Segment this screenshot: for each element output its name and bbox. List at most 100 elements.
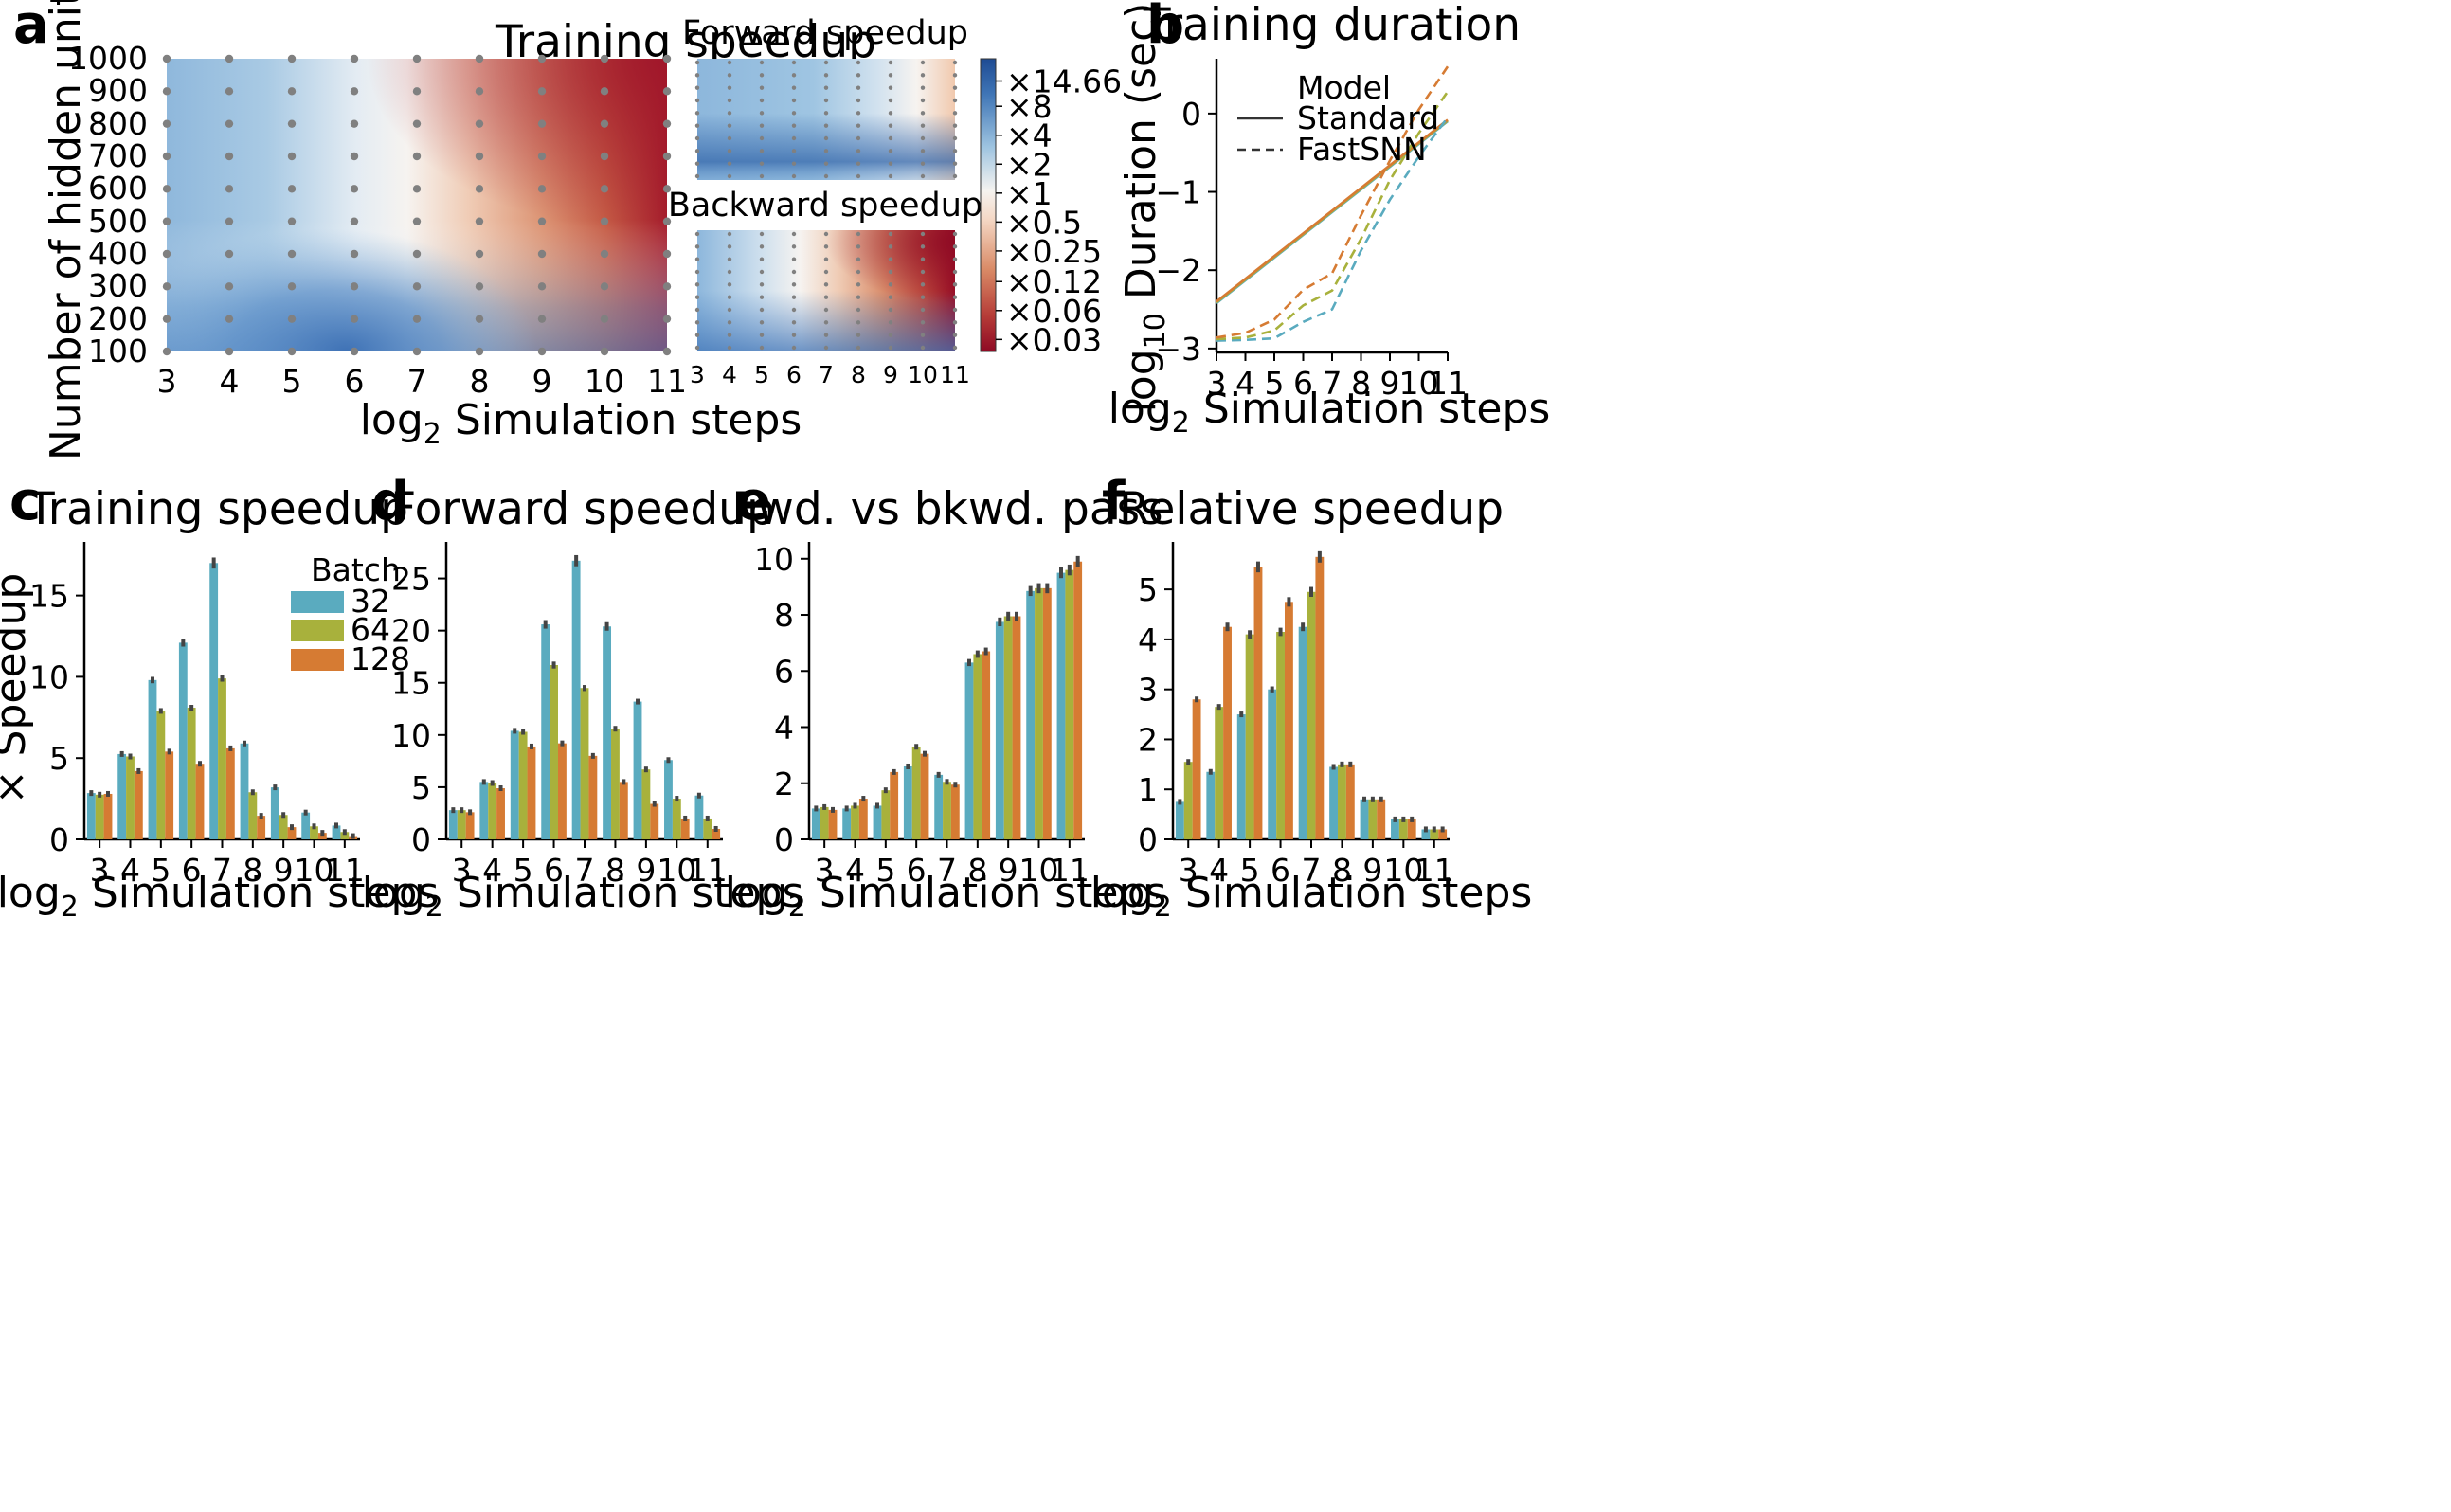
grid-point-8-1000 (475, 54, 484, 63)
forward-point-9-9 (888, 173, 893, 179)
forward-point-7-1 (823, 73, 829, 78)
line-chart-xtick-9: 9 (1380, 365, 1400, 402)
bar-d-6-batch-64 (550, 665, 558, 839)
grid-point-5-100 (287, 347, 297, 356)
panel-letter-f: f (1102, 471, 1126, 532)
colorbar-tick-1: ×8 (1006, 88, 1053, 125)
bar-e-7-batch-128 (950, 784, 960, 839)
bar-d-8-batch-128 (619, 782, 628, 839)
backward-point-8-2 (856, 257, 861, 261)
backward-point-10-3 (920, 269, 926, 275)
bar-d-6-batch-128 (557, 743, 567, 839)
backward-point-11-6 (952, 307, 958, 313)
forward-point-9-5 (888, 123, 893, 128)
grid-point-4-500 (225, 217, 234, 225)
bar-c-4-batch-32 (117, 753, 127, 839)
bar-d-5-batch-32 (510, 730, 519, 839)
forward-point-6-9 (791, 173, 797, 179)
bar-e-ytick-6: 6 (774, 653, 794, 690)
grid-point-8-400 (475, 249, 484, 259)
colorbar-tick-6: ×0.25 (1006, 233, 1102, 270)
forward-point-7-4 (823, 111, 829, 116)
forward-point-3-2 (694, 85, 700, 90)
line-chart-xtick-3: 3 (1207, 365, 1227, 402)
forward-point-8-3 (856, 98, 861, 103)
grid-point-4-800 (225, 119, 234, 128)
forward-point-11-9 (952, 173, 958, 179)
xtick-10: 10 (585, 363, 624, 400)
forward-point-5-2 (759, 85, 765, 90)
grid-point-4-900 (225, 87, 234, 96)
bar-f-10-batch-32 (1391, 819, 1399, 839)
grid-point-8-900 (475, 87, 484, 96)
bar-f-ytick-0: 0 (1138, 821, 1158, 858)
line-chart-ytick-1: −1 (1155, 174, 1201, 211)
bar-e-6-batch-128 (920, 753, 929, 839)
backward-point-5-4 (759, 282, 765, 287)
backward-point-4-8 (727, 333, 732, 337)
forward-point-3-0 (694, 60, 700, 65)
bar-f-xtick-4: 4 (1209, 852, 1229, 889)
forward-point-5-4 (759, 111, 765, 116)
forward-point-8-6 (856, 135, 861, 141)
backward-point-7-0 (823, 231, 829, 237)
grid-point-8-500 (475, 217, 484, 225)
legend-standard-label: Standard (1297, 99, 1439, 136)
bar-c-7-batch-128 (225, 747, 235, 839)
grid-point-11-500 (662, 217, 672, 225)
grid-point-3-500 (162, 217, 171, 225)
bar-d-10-batch-64 (672, 799, 681, 839)
bar-f-9-batch-64 (1368, 799, 1378, 839)
bar-chart-c-title: Training speedup (27, 483, 408, 535)
bar-c-10-batch-64 (310, 826, 318, 839)
bar-c-ytick-10: 10 (29, 658, 69, 695)
backward-point-7-2 (823, 257, 829, 261)
bar-e-6-batch-32 (903, 765, 912, 839)
heatmap-main-xticks: 3 4 5 6 7 8 9 10 11 (157, 363, 688, 400)
bar-d-11-batch-32 (694, 795, 704, 839)
backward-point-6-4 (791, 282, 797, 287)
bar-d-xtick-6: 6 (544, 852, 564, 889)
bar-e-4-batch-64 (851, 805, 859, 839)
bar-e-xtick-9: 9 (999, 852, 1018, 889)
bar-chart-f-xlabel: log2 Simulation steps (1090, 869, 1533, 924)
heatmap-backward-grid-points (694, 231, 958, 351)
heatmap-main-ylabel: Number of hidden units (42, 0, 90, 460)
backward-point-3-1 (694, 244, 700, 249)
backward-point-10-0 (920, 231, 926, 237)
backward-point-7-4 (823, 282, 829, 287)
bar-f-3-batch-32 (1175, 801, 1184, 839)
legend-batch-128-swatch (291, 649, 344, 671)
bar-d-ytick-10: 10 (391, 717, 431, 754)
backward-point-8-4 (856, 282, 861, 287)
grid-point-9-700 (537, 152, 547, 161)
legend-fastsnn-label: FastSNN (1297, 131, 1427, 168)
forward-point-4-9 (727, 173, 732, 179)
bar-chart-d-title: Forward speedup (390, 483, 775, 535)
backward-point-11-7 (952, 320, 958, 325)
grid-point-9-900 (537, 87, 547, 96)
grid-point-10-200 (600, 315, 609, 323)
bar-f-9-batch-128 (1377, 799, 1386, 839)
backward-point-6-5 (791, 295, 797, 299)
forward-point-6-4 (791, 111, 797, 116)
bar-d-8-batch-32 (603, 626, 612, 839)
backward-point-6-2 (791, 257, 797, 261)
bar-chart-c-ylabel: × Speedup (0, 573, 35, 805)
heatmap-main (162, 54, 672, 356)
small-xtick-3: 3 (690, 361, 705, 388)
backward-point-6-1 (791, 244, 797, 249)
grid-point-4-100 (225, 347, 234, 356)
bar-d-11-batch-64 (703, 818, 712, 839)
panel-letter-b: b (1146, 0, 1184, 56)
small-xtick-6: 6 (786, 361, 802, 388)
grid-point-10-500 (600, 217, 609, 225)
bar-d-xtick-11: 11 (688, 852, 728, 889)
grid-point-3-600 (162, 185, 171, 193)
backward-point-11-4 (952, 282, 958, 287)
ytick-100: 100 (88, 333, 148, 369)
bar-chart-e-title: Fwd. vs bkwd. pass (731, 483, 1162, 535)
grid-point-10-600 (600, 185, 609, 193)
